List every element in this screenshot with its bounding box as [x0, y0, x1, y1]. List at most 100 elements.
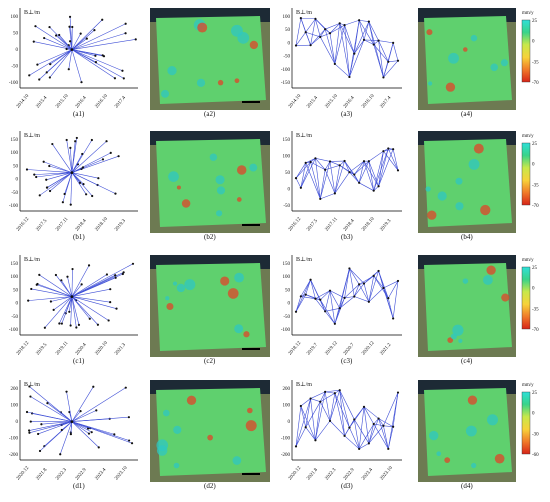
network-point [368, 21, 370, 23]
baseline-point [43, 161, 45, 163]
velocity-patch [469, 159, 480, 170]
panel-caption: (a2) [204, 110, 216, 118]
network-point [348, 171, 350, 173]
network-point [339, 307, 341, 309]
deformation-map-2: (c2) [150, 255, 270, 365]
network-point [314, 298, 316, 300]
velocity-patch [480, 205, 490, 215]
network-edge [393, 43, 398, 61]
colorbar-tick-label: -35 [532, 60, 539, 65]
deformation-patch [157, 445, 168, 456]
baseline-point [80, 81, 82, 83]
network-point [324, 310, 326, 312]
network-point [373, 43, 375, 45]
baseline-edge [71, 173, 72, 205]
network-point [329, 32, 331, 34]
x-tick-label: 2019.3 [380, 218, 393, 232]
network-edge [364, 40, 379, 41]
panel-caption: (c3) [341, 357, 353, 365]
deformation-patch [184, 279, 195, 290]
deformation-patch [173, 281, 177, 285]
baseline-point [59, 453, 61, 455]
network-edge [369, 161, 379, 186]
panel-caption: (a3) [341, 110, 353, 118]
network-edge [369, 22, 379, 41]
reference-point [71, 171, 74, 174]
x-tick-label: 2020.12 [361, 340, 376, 356]
baseline-point [125, 23, 127, 25]
deformation-patch [197, 79, 205, 87]
baseline-edge [72, 24, 126, 50]
network-point [392, 148, 394, 150]
network-point [305, 293, 307, 295]
y-tick-label: -100 [9, 204, 19, 209]
baseline-point [121, 70, 123, 72]
deformation-patch [187, 396, 196, 405]
colorbar [522, 143, 530, 205]
x-tick-label: 2021.2 [380, 342, 393, 356]
baseline-point [115, 277, 117, 279]
network-edge [296, 178, 301, 188]
baseline-point [122, 273, 124, 275]
scale-bar [242, 224, 260, 226]
baseline-point [94, 55, 96, 57]
velocity-patch [463, 47, 468, 52]
baseline-edge [35, 26, 71, 49]
network-edge [369, 161, 374, 190]
network-edge [306, 32, 311, 45]
x-tick-label: 2016.10 [95, 93, 110, 109]
network-point [314, 439, 316, 441]
baseline-point [66, 139, 68, 141]
colorbar-unit: mm/y [522, 258, 534, 263]
x-tick-label: 2023.10 [114, 465, 129, 481]
network-point [348, 76, 350, 78]
y-axis-label: B⊥/m [296, 381, 312, 388]
x-tick-label: 2021.8 [306, 467, 319, 481]
x-tick-label: 2019.3 [114, 218, 127, 232]
baseline-point [37, 433, 39, 435]
colorbar-tick-label: -70 [532, 81, 539, 86]
network-edge [325, 23, 340, 29]
panel-caption: (c1) [73, 357, 85, 365]
network-point [295, 44, 297, 46]
baseline-point [97, 177, 99, 179]
panel-caption: (b1) [73, 233, 85, 241]
network-edge [345, 436, 360, 449]
x-tick-label: 2021.8 [36, 467, 49, 481]
baseline-point [51, 143, 53, 145]
network-point [358, 448, 360, 450]
x-tick-label: 2019.12 [325, 340, 340, 356]
velocity-patch [455, 202, 463, 210]
x-tick-label: 2016.12 [16, 216, 31, 232]
baseline-point [35, 176, 37, 178]
network-point [353, 418, 355, 420]
baseline-point [49, 190, 51, 192]
colorbar-unit: mm/y [522, 11, 534, 16]
deformation-patch [182, 199, 190, 207]
network-point [329, 160, 331, 162]
network-point [392, 317, 394, 319]
baseline-point [63, 193, 65, 195]
baseline-point [55, 34, 57, 36]
network-edge [296, 406, 301, 446]
deformation-patch [173, 426, 181, 434]
velocity-patch [495, 454, 505, 464]
network-point [397, 280, 399, 282]
network-edge [311, 162, 321, 199]
baseline-point [33, 174, 35, 176]
network-point [309, 44, 311, 46]
baseline-point [28, 432, 30, 434]
y-axis-label: B⊥/m [296, 9, 312, 16]
panel-caption: (b4) [461, 233, 473, 241]
colorbar-tick-label: -70 [532, 204, 539, 209]
baseline-point [85, 193, 87, 195]
baseline-point [58, 322, 60, 324]
x-tick-label: 2018.12 [16, 340, 31, 356]
x-tick-label: 2022.3 [55, 467, 68, 481]
baseline-edge [50, 50, 72, 78]
x-tick-label: 2015.4 [36, 95, 49, 109]
y-tick-label: 200 [11, 387, 19, 392]
network-point [353, 52, 355, 54]
